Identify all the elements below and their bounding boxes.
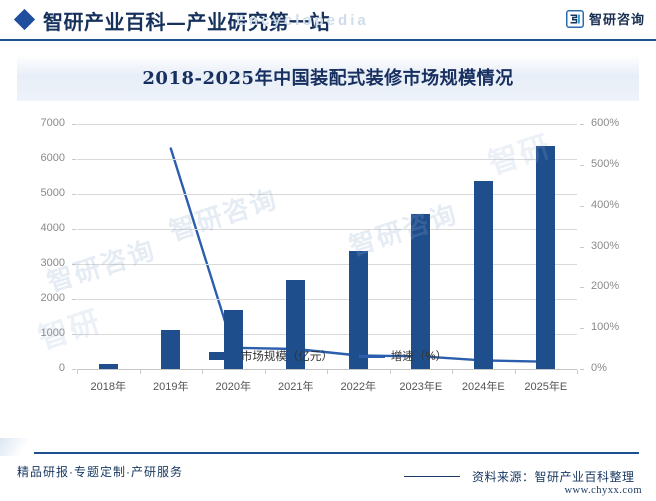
y2-axis-tick-label: 600%: [591, 117, 620, 129]
footer-tagline: 精品研报·专题定制·产研服务: [17, 465, 183, 479]
bar-2022年[interactable]: [348, 250, 368, 369]
source-url[interactable]: www.chyxx.com: [564, 485, 642, 496]
x-axis-tick-label: 2018年: [90, 381, 126, 393]
y2-axis-tick-mark: [580, 205, 584, 207]
y-axis-tick-label: 6000: [40, 152, 65, 164]
y2-axis-tick-mark: [580, 328, 584, 330]
y-axis-tick-label: 2000: [40, 292, 65, 304]
y2-axis-tick-label: 500%: [591, 157, 620, 170]
source-note: 资料来源：智研产业百科整理: [472, 470, 635, 484]
page-footer: 精品研报·专题定制·产研服务 资料来源：智研产业百科整理 www.chyxx.c…: [0, 438, 656, 501]
y2-axis-tick-label: 300%: [591, 239, 620, 252]
diamond-bullet-icon: [13, 8, 36, 31]
legend-item-growth-rate[interactable]: 增速（%）: [358, 348, 448, 364]
y2-axis-tick-mark: [580, 246, 584, 248]
gridline: [77, 124, 577, 125]
y-axis-tick-mark: [72, 159, 76, 160]
x-axis-tick-label: 2021年: [278, 381, 314, 393]
x-axis-tick-mark: [139, 370, 141, 374]
x-axis-tick-mark: [202, 370, 203, 374]
y-axis-tick-label: 3000: [40, 257, 65, 269]
x-axis-tick-label: 2020年: [215, 381, 251, 393]
y-axis-tick-mark: [72, 264, 76, 265]
gridline: [77, 369, 577, 370]
x-axis-tick-mark: [77, 370, 78, 374]
chart-card: 2018-2025年中国装配式装修市场规模情况 0 1000 2000 3000 400…: [17, 50, 639, 442]
x-axis-tick-mark: [514, 370, 516, 374]
footer-divider: [17, 452, 639, 454]
x-axis-tick-mark: [577, 370, 578, 374]
gridline: [77, 334, 577, 335]
page-header: 智研产业百科—产业研究第一站 Encyclopedia 智研咨询: [0, 0, 656, 41]
y-axis-tick-label: 1000: [40, 327, 65, 339]
y2-axis-tick-label: 200%: [591, 280, 620, 293]
y2-axis-tick-label: 0%: [591, 362, 607, 374]
x-axis-tick-label: 2025年E: [524, 381, 568, 393]
x-axis-tick-mark: [452, 370, 453, 374]
y-axis-tick-mark: [72, 124, 76, 125]
y-axis-tick-label: 5000: [40, 187, 65, 199]
zhiyan-square-logo-icon: [565, 9, 584, 28]
y2-axis-tick-mark: [580, 369, 584, 370]
bar-2023年E[interactable]: [411, 214, 431, 369]
chart-title: 2018-2025年中国装配式装修市场规模情况: [142, 68, 514, 89]
y-axis-tick-label: 0: [58, 362, 65, 374]
x-axis-tick-label: 2024年E: [461, 381, 505, 393]
x-axis-tick-label: 2023年E: [399, 381, 443, 393]
y-axis-tick-label: 7000: [40, 117, 65, 129]
legend-label-market-size: 市场规模（亿元）: [240, 351, 333, 363]
y2-axis-tick-label: 100%: [591, 321, 620, 334]
bar-2021年[interactable]: [286, 280, 306, 369]
brand-logo-label: 智研咨询: [588, 12, 645, 27]
y-axis-tick-mark: [72, 369, 76, 370]
bar-2018年[interactable]: [98, 363, 118, 369]
legend-item-market-size[interactable]: 市场规模（亿元）: [208, 348, 333, 364]
chart-title-band: [17, 55, 639, 101]
brand-logo: 智研咨询: [565, 9, 645, 28]
y2-axis-tick-mark: [580, 124, 584, 125]
legend-swatch-bar-icon: [208, 352, 235, 360]
source-divider: [404, 476, 460, 477]
gridline: [77, 194, 577, 195]
y-axis-tick-mark: [72, 229, 76, 230]
y2-axis-tick-mark: [580, 287, 584, 289]
bar-2025年E[interactable]: [536, 146, 556, 369]
x-axis-tick-mark: [327, 370, 328, 374]
y-axis-tick-mark: [72, 334, 76, 335]
chart-plot-area: 0 1000 2000 3000 4000 5000 6000 7000 0% 100% 200% 3…: [17, 110, 639, 442]
y2-axis-tick-mark: [580, 164, 584, 166]
y-axis-tick-label: 4000: [40, 222, 65, 234]
y-axis-tick-mark: [72, 299, 76, 300]
legend-label-growth-rate: 增速（%）: [390, 351, 448, 363]
y-axis-tick-mark: [72, 194, 76, 195]
page-title: 智研产业百科—产业研究第一站: [43, 10, 330, 34]
legend-swatch-line-icon: [358, 354, 385, 358]
x-axis-tick-mark: [389, 370, 391, 374]
chart-legend: 市场规模（亿元） 增速（%）: [17, 348, 639, 364]
gridline: [77, 229, 577, 230]
footer-corner-decoration: [0, 438, 34, 456]
gridline: [77, 299, 577, 300]
bar-2019年[interactable]: [161, 329, 181, 369]
y2-axis-tick-label: 400%: [591, 198, 620, 211]
gridline: [77, 159, 577, 160]
bar-2024年E[interactable]: [473, 181, 493, 369]
gridline: [77, 264, 577, 265]
x-axis-tick-label: 2022年: [340, 381, 376, 393]
x-axis-tick-mark: [264, 370, 266, 374]
x-axis-tick-label: 2019年: [153, 381, 189, 393]
